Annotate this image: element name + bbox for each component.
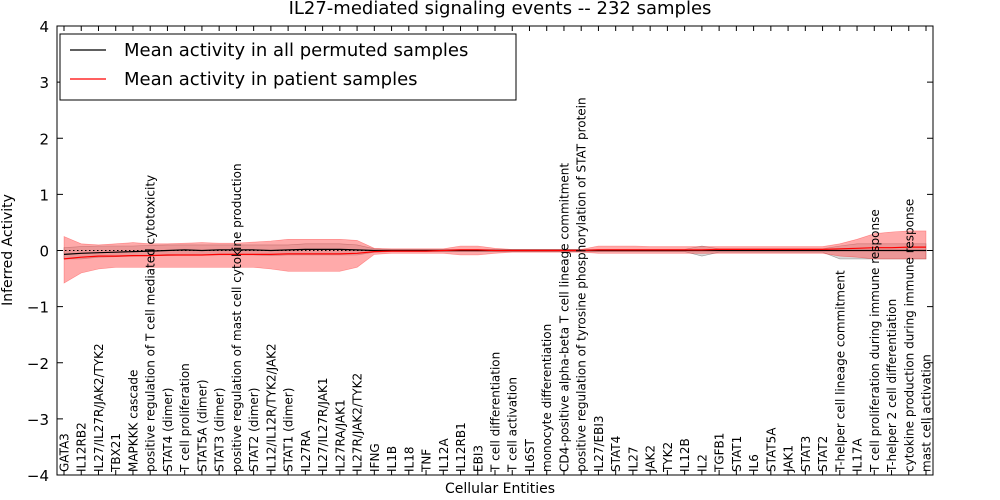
x-tick-label: JAK2	[644, 445, 658, 473]
y-tick-label: −2	[27, 355, 49, 373]
x-tick-label: STAT5A (dimer)	[195, 379, 209, 472]
x-tick-label: STAT4	[609, 436, 623, 472]
y-tick-label: 4	[39, 18, 49, 36]
x-tick-label: IL2	[695, 454, 709, 472]
legend-label-patient: Mean activity in patient samples	[124, 69, 418, 90]
x-tick-label: T cell differentiation	[489, 352, 503, 473]
x-tick-label: IFNG	[368, 443, 382, 472]
x-tick-label: IL12RB1	[454, 422, 468, 472]
x-tick-label: IL27RA/JAK1	[333, 399, 347, 472]
band-1	[63, 230, 927, 284]
x-tick-label: TNF	[420, 449, 434, 473]
x-tick-label: STAT3	[799, 436, 813, 472]
x-tick-label: STAT2	[816, 436, 830, 472]
x-tick-label: IL27/IL27R/JAK1	[316, 378, 330, 472]
x-tick-label: IL27/IL27R/JAK2/TYK2	[92, 343, 106, 472]
x-tick-label: cytokine production during immune respon…	[902, 199, 916, 472]
x-tick-label: IL6ST	[523, 439, 537, 472]
x-tick-label: IL27	[626, 447, 640, 473]
x-tick-label: IL12/IL12R/TYK2/JAK2	[264, 343, 278, 472]
x-tick-label: T-helper cell lineage commitment	[833, 270, 847, 473]
y-tick-label: 2	[39, 130, 49, 148]
y-axis-label: Inferred Activity	[0, 194, 16, 306]
x-tick-label: JAK1	[782, 445, 796, 473]
x-tick-label: positive regulation of T cell mediated c…	[144, 175, 158, 472]
x-tick-label: IL27R/JAK2/TYK2	[351, 373, 365, 472]
y-tick-label: 0	[39, 243, 49, 261]
x-tick-label: IL12A	[437, 438, 451, 472]
x-tick-label: monocyte differentiation	[540, 324, 554, 472]
x-tick-label: T-helper 2 cell differentiation	[885, 299, 899, 473]
y-tick-label: −1	[27, 299, 49, 317]
series-line-1	[63, 246, 926, 260]
x-tick-label: T cell proliferation	[178, 363, 192, 473]
x-tick-label: MAPKKK cascade	[127, 370, 141, 472]
x-tick-label: STAT3 (dimer)	[213, 388, 227, 472]
x-tick-label: IL27/EBI3	[592, 415, 606, 472]
plot-area: −4 −3 −2 −1 0 1 2 3 4 GATA3 IL12RB2 IL27/IL27R/JAK2…	[27, 18, 934, 485]
x-tick-label: CD4-positive alpha-beta T cell lineage c…	[558, 163, 572, 472]
legend-label-permuted: Mean activity in all permuted samples	[124, 40, 468, 61]
y-tick-label: −3	[27, 411, 49, 429]
x-tick-label: STAT2 (dimer)	[247, 388, 261, 472]
y-tick-label: −4	[27, 467, 49, 485]
legend-box	[59, 33, 517, 101]
x-tick-label: STAT5A	[764, 427, 778, 472]
x-tick-label: TBX21	[109, 433, 123, 473]
chart-title: IL27-mediated signaling events -- 232 sa…	[289, 0, 712, 19]
x-tick-label: IL18	[402, 447, 416, 473]
x-tick-label: IL12B	[678, 438, 692, 472]
x-axis-label: Cellular Entities	[445, 481, 555, 497]
y-tick-label: 1	[39, 186, 49, 204]
x-tick-label: T cell proliferation during immune respo…	[868, 209, 882, 473]
x-tick-label: IL6	[747, 454, 761, 472]
x-tick-label: IL27RA	[299, 430, 313, 472]
x-tick-label: IL17A	[851, 438, 865, 472]
x-tick-label: positive regulation of mast cell cytokin…	[230, 163, 244, 472]
x-tick-label: STAT4 (dimer)	[161, 388, 175, 472]
x-tick-label: positive regulation of tyrosine phosphor…	[575, 97, 589, 472]
x-tick-label: STAT1 (dimer)	[282, 388, 296, 472]
x-tick-label: IL1B	[385, 446, 399, 472]
x-tick-label: mast cell activation	[920, 354, 934, 472]
x-tick-label: TYK2	[661, 442, 675, 473]
x-tick-label: TGFB1	[713, 433, 727, 473]
x-tick-label: GATA3	[58, 433, 72, 472]
y-tick-label: 3	[39, 74, 49, 92]
x-tick-label: T cell activation	[506, 377, 520, 473]
x-tick-label: STAT1	[730, 436, 744, 472]
x-tick-label: IL12RB2	[75, 422, 89, 472]
x-tick-label: EBI3	[471, 445, 485, 472]
legend: Mean activity in all permuted samples Me…	[59, 33, 517, 101]
